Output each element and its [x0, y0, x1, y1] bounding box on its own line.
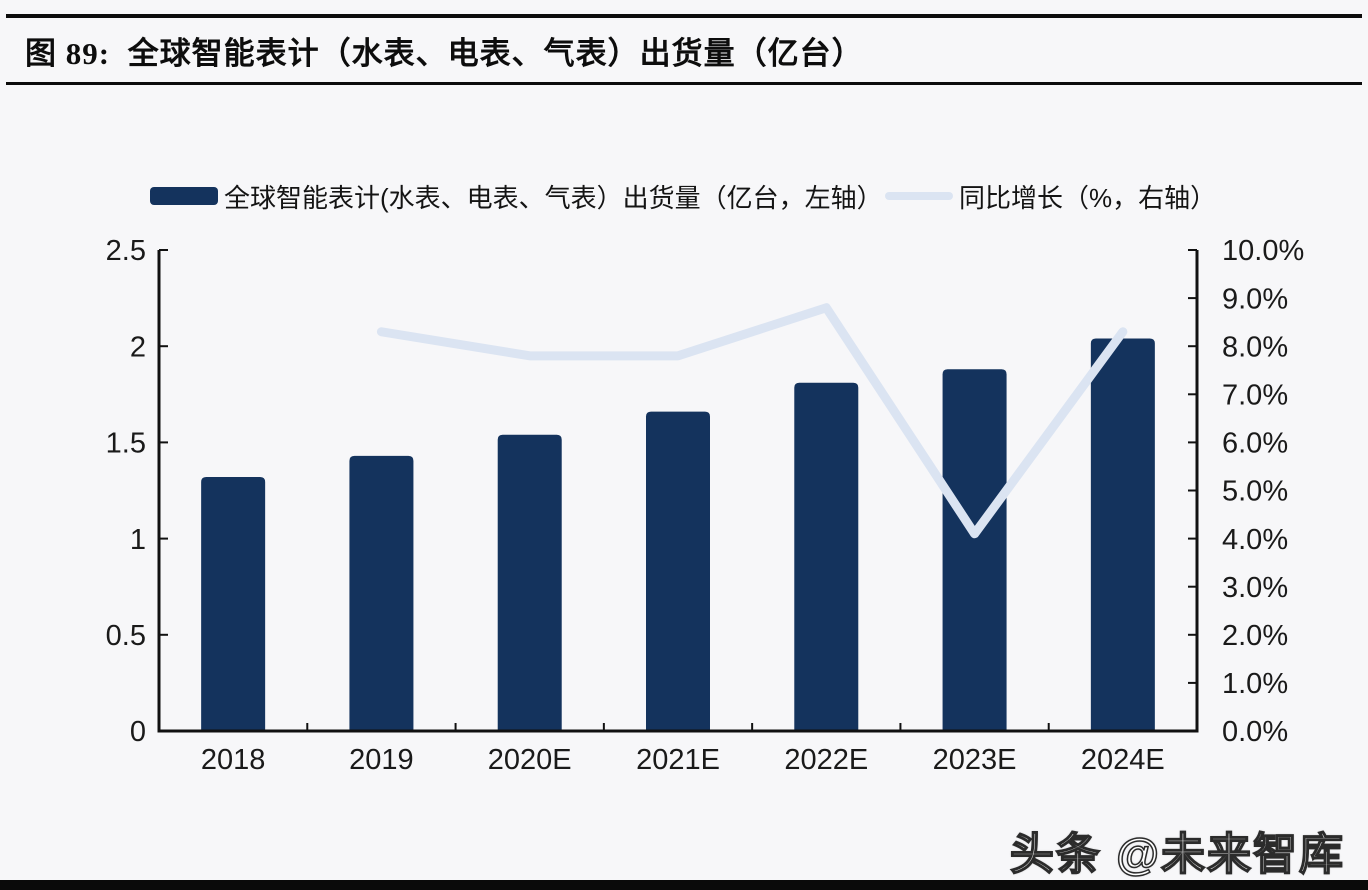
legend-item-shipments: 全球智能表计(水表、电表、气表）出货量（亿台，左轴）	[150, 181, 883, 213]
right-axis-tick-label: 9.0%	[1222, 283, 1288, 315]
left-axis-tick-label: 2	[130, 331, 146, 363]
caption-top-rule	[6, 14, 1362, 18]
page-bottom-rule	[0, 880, 1368, 890]
left-axis-tick-label: 1	[130, 524, 146, 556]
x-axis-label: 2023E	[933, 744, 1017, 776]
bar-2020E	[497, 434, 562, 731]
bar-2021E	[646, 411, 710, 731]
right-axis-tick-label: 2.0%	[1222, 620, 1288, 652]
growth-line	[376, 303, 1128, 539]
left-axis-tick-label: 0	[130, 716, 146, 748]
bar-series-label: 全球智能表计(水表、电表、气表）出货量（亿台，左轴）	[224, 182, 883, 213]
watermark: 头条 @未来智库	[1009, 829, 1345, 880]
right-axis-tick-label: 3.0%	[1222, 572, 1288, 604]
right-axis-tick-label: 4.0%	[1222, 524, 1288, 556]
right-axis-tick-label: 10.0%	[1222, 235, 1304, 267]
x-axis-label: 2020E	[488, 744, 572, 776]
bar-2018	[201, 477, 266, 731]
x-axis-label: 2019	[349, 744, 414, 776]
right-axis-tick-label: 0.0%	[1222, 716, 1288, 748]
caption-bottom-rule	[6, 82, 1362, 85]
bar-2022E	[794, 382, 859, 731]
x-axis-label: 2022E	[784, 744, 868, 776]
left-axis-tick-label: 0.5	[106, 620, 146, 652]
bar-2024E	[1090, 338, 1155, 731]
left-axis-tick-label: 1.5	[106, 428, 146, 460]
right-axis-tick-label: 8.0%	[1222, 331, 1288, 363]
x-axis-label: 2021E	[636, 744, 720, 776]
right-axis-tick-label: 6.0%	[1222, 428, 1288, 460]
x-axis-label: 2024E	[1081, 744, 1165, 776]
figure-title: 图 89: 全球智能表计（水表、电表、气表）出货量（亿台）	[25, 36, 864, 71]
legend-item-growth: 同比增长（%，右轴）	[885, 181, 1216, 213]
line-series-label: 同比增长（%，右轴）	[959, 182, 1217, 213]
bar-2019	[349, 455, 414, 731]
bar-series-swatch-icon	[150, 187, 218, 205]
right-axis-tick-label: 1.0%	[1222, 668, 1288, 700]
right-axis-tick-label: 5.0%	[1222, 476, 1288, 508]
left-axis-tick-label: 2.5	[106, 235, 146, 267]
x-axis-label: 2018	[201, 744, 266, 776]
line-series-swatch-icon	[885, 192, 953, 200]
right-axis-tick-label: 7.0%	[1222, 379, 1288, 411]
bar-2023E	[942, 369, 1007, 731]
